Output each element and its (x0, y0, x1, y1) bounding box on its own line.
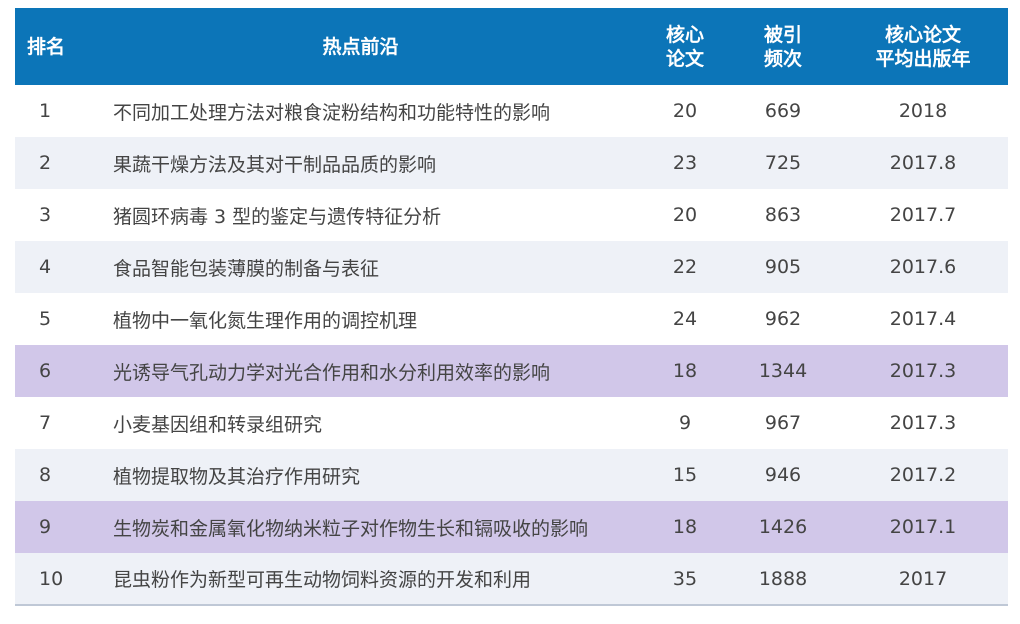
cell-rank: 5 (39, 308, 52, 330)
cell-avg-year: 2018 (898, 100, 948, 122)
header-core-papers: 核心 论文 (642, 8, 728, 85)
cell-avg-year: 2017.7 (889, 204, 957, 226)
cell-citations: 967 (764, 412, 802, 434)
cell-avg-year: 2017.2 (889, 464, 957, 486)
cell-core-papers: 18 (672, 360, 698, 382)
cell-avg-year: 2017.8 (889, 152, 957, 174)
cell-citations: 962 (764, 308, 802, 330)
cell-topic: 光诱导气孔动力学对光合作用和水分利用效率的影响 (113, 361, 551, 384)
cell-topic: 植物提取物及其治疗作用研究 (113, 465, 361, 488)
cell-citations: 1344 (758, 360, 808, 382)
header-rank: 排名 (27, 35, 66, 58)
cell-rank: 2 (39, 152, 52, 174)
table-row: 10 昆虫粉作为新型可再生动物饲料资源的开发和利用 35 1888 2017 (15, 553, 1008, 605)
cell-core-papers: 9 (678, 412, 692, 434)
cell-avg-year: 2017.3 (889, 412, 957, 434)
table-row: 1 不同加工处理方法对粮食淀粉结构和功能特性的影响 20 669 2018 (15, 85, 1008, 137)
cell-core-papers: 20 (672, 100, 698, 122)
cell-topic: 食品智能包装薄膜的制备与表征 (113, 257, 380, 280)
cell-core-papers: 24 (672, 308, 698, 330)
cell-topic: 昆虫粉作为新型可再生动物饲料资源的开发和利用 (113, 569, 532, 591)
table-body: 1 不同加工处理方法对粮食淀粉结构和功能特性的影响 20 669 2018 2 … (15, 85, 1008, 605)
cell-core-papers: 20 (672, 204, 698, 226)
header-avg-year-line1: 核心论文 (884, 23, 961, 46)
cell-rank: 3 (39, 204, 52, 226)
cell-core-papers: 22 (672, 256, 698, 278)
cell-avg-year: 2017 (898, 567, 948, 590)
table-header: 排名 热点前沿 核心 论文 被引 频次 核心论文 平均出版年 (15, 8, 1008, 85)
cell-rank: 8 (39, 464, 52, 486)
cell-citations: 1888 (758, 567, 808, 590)
header-row: 排名 热点前沿 核心 论文 被引 频次 核心论文 平均出版年 (15, 8, 1008, 85)
header-avg-year: 核心论文 平均出版年 (838, 8, 1008, 85)
cell-citations: 946 (764, 464, 802, 486)
table-row: 5 植物中一氧化氮生理作用的调控机理 24 962 2017.4 (15, 293, 1008, 345)
cell-rank: 7 (39, 412, 52, 434)
cell-core-papers: 23 (672, 152, 698, 174)
cell-citations: 863 (764, 204, 802, 226)
table-row: 6 光诱导气孔动力学对光合作用和水分利用效率的影响 18 1344 2017.3 (15, 345, 1008, 397)
cell-topic: 植物中一氧化氮生理作用的调控机理 (113, 309, 418, 332)
cell-avg-year: 2017.4 (889, 308, 957, 330)
cell-citations: 669 (764, 100, 802, 122)
table-row: 8 植物提取物及其治疗作用研究 15 946 2017.2 (15, 449, 1008, 501)
cell-core-papers: 15 (672, 464, 698, 486)
cell-core-papers: 18 (672, 516, 698, 538)
cell-rank: 1 (39, 100, 52, 122)
header-avg-year-line2: 平均出版年 (875, 47, 971, 70)
cell-rank: 10 (39, 567, 64, 590)
cell-citations: 1426 (758, 516, 808, 538)
cell-topic: 猪圆环病毒 3 型的鉴定与遗传特征分析 (113, 205, 442, 228)
cell-citations: 725 (764, 152, 802, 174)
header-citations-line2: 频次 (763, 47, 802, 70)
header-core-papers-line1: 核心 (665, 23, 704, 46)
cell-core-papers: 35 (672, 567, 698, 590)
cell-avg-year: 2017.6 (889, 256, 957, 278)
header-citations: 被引 频次 (728, 8, 838, 85)
cell-avg-year: 2017.1 (889, 516, 957, 538)
cell-citations: 905 (764, 256, 802, 278)
cell-topic: 小麦基因组和转录组研究 (113, 413, 323, 436)
cell-rank: 6 (39, 360, 52, 382)
hot-frontier-table: 排名 热点前沿 核心 论文 被引 频次 核心论文 平均出版年 1 不同加工处理方… (15, 8, 1008, 606)
cell-topic: 果蔬干燥方法及其对干制品品质的影响 (113, 153, 437, 176)
table-row: 3 猪圆环病毒 3 型的鉴定与遗传特征分析 20 863 2017.7 (15, 189, 1008, 241)
table-row: 2 果蔬干燥方法及其对干制品品质的影响 23 725 2017.8 (15, 137, 1008, 189)
cell-topic: 生物炭和金属氧化物纳米粒子对作物生长和镉吸收的影响 (113, 517, 589, 540)
table-row: 4 食品智能包装薄膜的制备与表征 22 905 2017.6 (15, 241, 1008, 293)
cell-avg-year: 2017.3 (889, 360, 957, 382)
header-citations-line1: 被引 (763, 23, 802, 46)
header-core-papers-line2: 论文 (665, 47, 704, 70)
table-row: 9 生物炭和金属氧化物纳米粒子对作物生长和镉吸收的影响 18 1426 2017… (15, 501, 1008, 553)
cell-rank: 4 (39, 256, 52, 278)
cell-topic: 不同加工处理方法对粮食淀粉结构和功能特性的影响 (113, 101, 551, 124)
table-row: 7 小麦基因组和转录组研究 9 967 2017.3 (15, 397, 1008, 449)
cell-rank: 9 (39, 516, 52, 538)
header-topic: 热点前沿 (322, 35, 399, 58)
